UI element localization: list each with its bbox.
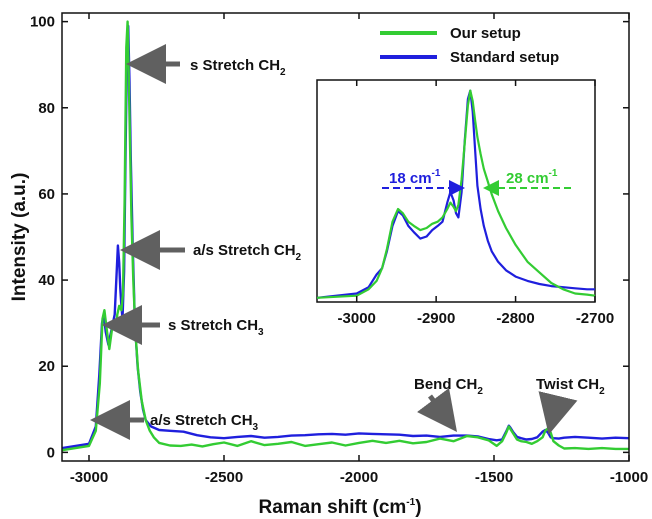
main-frame bbox=[61, 12, 630, 462]
main-y-tick-label: 80 bbox=[38, 100, 55, 117]
inset-x-tick-label: -3000 bbox=[338, 310, 376, 327]
inset-x-tick-label: -2700 bbox=[576, 310, 614, 327]
legend-label-standard-setup: Standard setup bbox=[450, 49, 559, 66]
legend-label-our-setup: Our setup bbox=[450, 25, 521, 42]
legend: Our setup Standard setup bbox=[380, 25, 559, 66]
inset-fwhm-label-our: 28 cm-1 bbox=[506, 168, 558, 187]
annotation-bend-ch2: Bend CH2 bbox=[414, 376, 483, 397]
annotation-s-stretch-ch2: s Stretch CH2 bbox=[190, 57, 286, 78]
inset-x-tick-label: -2900 bbox=[417, 310, 455, 327]
main-x-tick-label: -1500 bbox=[475, 469, 513, 486]
main-y-tick-label: 100 bbox=[30, 14, 55, 31]
x-axis-title: Raman shift (cm-1) bbox=[258, 497, 421, 518]
inset-fwhm-label-standard: 18 cm-1 bbox=[389, 168, 441, 187]
main-y-tick-label: 60 bbox=[38, 186, 55, 203]
annotation-arrow-bend-ch2 bbox=[417, 388, 457, 432]
main-series-group bbox=[62, 20, 629, 452]
main-series-our-setup bbox=[62, 20, 629, 452]
main-y-tick-label: 0 bbox=[47, 444, 55, 461]
inset-x-tick-label: -2800 bbox=[496, 310, 534, 327]
annotation-as-stretch-ch2: a/s Stretch CH2 bbox=[193, 242, 302, 263]
main-x-tick-label: -1000 bbox=[610, 469, 648, 486]
main-x-tick-label: -2000 bbox=[340, 469, 378, 486]
main-x-tick-label: -2500 bbox=[205, 469, 243, 486]
main-y-tick-label: 20 bbox=[38, 358, 55, 375]
main-axes: -3000 -2500 -2000 -1500 -1000 0 20 40 60 80 100 bbox=[30, 12, 648, 486]
inset-width-markers: 18 cm-1 28 cm-1 bbox=[382, 168, 571, 196]
annotation-twist-ch2: Twist CH2 bbox=[536, 376, 605, 397]
main-x-tick-label: -3000 bbox=[70, 469, 108, 486]
y-axis-title: Intensity (a.u.) bbox=[9, 173, 30, 302]
annotation-as-stretch-ch3: a/s Stretch CH3 bbox=[150, 412, 259, 433]
peak-annotations: s Stretch CH2 a/s Stretch CH2 s Stretch … bbox=[90, 44, 605, 440]
main-y-tick-label: 40 bbox=[38, 272, 55, 289]
inset-panel bbox=[316, 79, 596, 303]
main-series-standard-setup bbox=[62, 24, 629, 450]
annotation-arrow-twist-ch2 bbox=[538, 391, 578, 435]
inset-axes: -3000 -2900 -2800 -2700 bbox=[338, 80, 614, 327]
annotation-s-stretch-ch3: s Stretch CH3 bbox=[168, 317, 264, 338]
